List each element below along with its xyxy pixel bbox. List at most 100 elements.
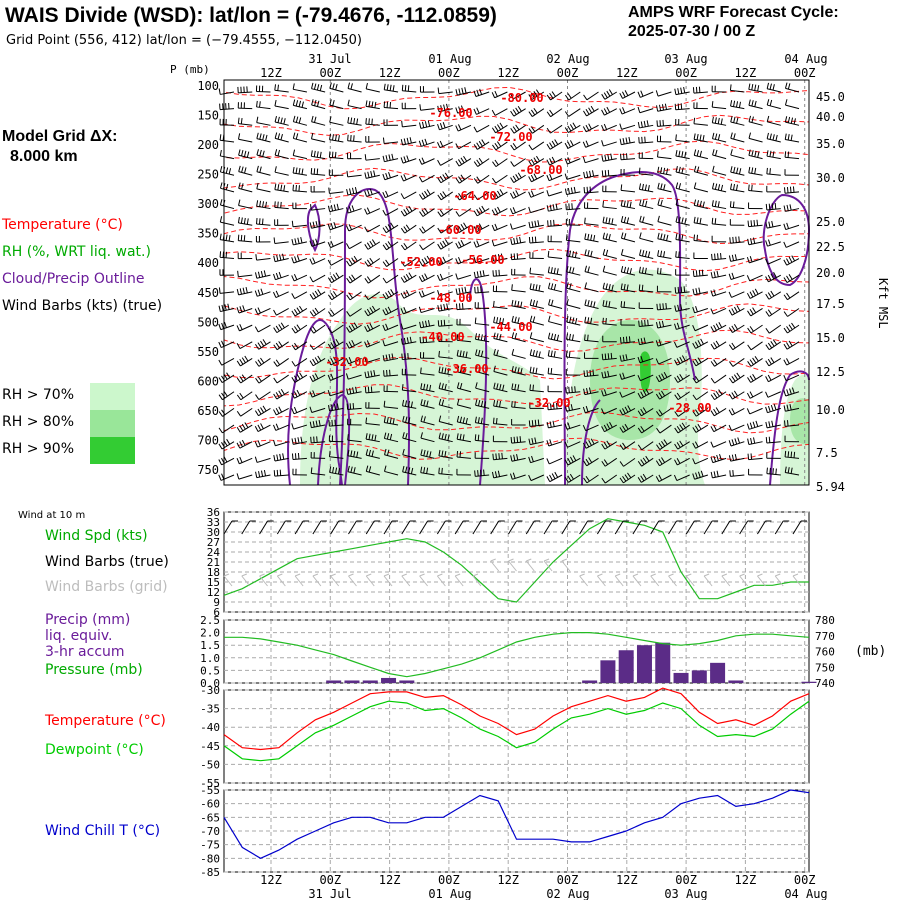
panel-precip-ytick-2: 1.5 [200, 639, 220, 652]
legend-temperature: Temperature (°C) [2, 217, 123, 233]
wind-barb-shaft [585, 407, 599, 414]
wind-barb-flag [265, 201, 267, 208]
wind-barb-flag [276, 254, 279, 262]
wind-barb-flag [473, 144, 478, 150]
wind-barb-grid [330, 573, 340, 587]
panel-precip-ytick-5: 0.0 [200, 677, 220, 690]
wind-barb-flag [349, 188, 352, 195]
wind-barb [437, 172, 453, 184]
wind-barb-shaft [475, 338, 490, 343]
wind-barb-flag [265, 134, 268, 141]
wind-barb [347, 117, 362, 126]
wind-barb-flag [734, 254, 737, 261]
wind-barb-shaft [785, 424, 800, 427]
wind-barb-flag [366, 324, 371, 331]
wind-barb [710, 374, 727, 384]
wind-barb-flag [494, 159, 499, 166]
wind-barb [730, 100, 745, 110]
wind-barb [637, 407, 654, 417]
wind-barb-flag [385, 242, 390, 249]
wind-barb [784, 151, 800, 160]
wind-barb [291, 372, 308, 383]
wind-barb [546, 173, 563, 182]
wind-barb-flag [622, 425, 627, 432]
wind-barb-flag [424, 121, 428, 128]
wind-barb-flag [772, 134, 775, 141]
wind-barb [273, 237, 289, 244]
wind-barb-shaft [512, 208, 526, 215]
wind-barb-flag [753, 437, 756, 444]
wind-barb-flag [622, 336, 625, 343]
wind-barb [493, 382, 508, 393]
wind-barb-flag [424, 207, 429, 214]
temp-contour-3 [223, 167, 810, 191]
wind-barb [329, 82, 344, 93]
wind-barb-shaft [365, 158, 380, 161]
wind-barb-shaft [459, 191, 472, 201]
wind-barb [565, 234, 581, 243]
wind-barb-10m-shaft [472, 520, 482, 535]
wind-barb-flag [297, 237, 300, 244]
wind-barb-flag [477, 349, 481, 356]
wind-barb-flag [748, 132, 752, 139]
wind-barb-grid-flag [668, 573, 674, 577]
wind-barb-flag [528, 191, 532, 198]
forecast-cycle-value: 2025-07-30 / 00 Z [628, 23, 756, 40]
wind-barb-flag [236, 288, 240, 296]
wind-barb-grid [685, 573, 695, 587]
wind-barb-flag [455, 125, 459, 132]
wind-barb-flag [478, 140, 483, 147]
wind-barb-flag [730, 116, 733, 123]
wind-barb-shaft [476, 124, 490, 133]
wind-barb-shaft [365, 422, 380, 426]
wind-barb-flag [426, 189, 431, 195]
wind-barb [419, 352, 435, 359]
wind-barb [673, 341, 690, 348]
wind-barb-shaft [220, 256, 235, 260]
wind-barb [728, 424, 745, 432]
wind-barb [584, 265, 599, 276]
wind-barb-shaft [713, 308, 727, 315]
wind-barb-flag [531, 420, 534, 427]
wind-barb [674, 355, 690, 366]
wind-barb-shaft [786, 258, 800, 266]
wind-barb-flag [368, 433, 371, 440]
wind-barb-10m-shaft [543, 520, 553, 535]
wind-barb-flag [496, 400, 499, 407]
wind-barb [546, 91, 563, 101]
wind-barb-flag [607, 353, 610, 360]
temp-contour-label-12: -32.00 [325, 355, 368, 369]
wind-barb [675, 150, 690, 160]
wind-barb-grid [436, 573, 446, 587]
wind-barb-flag [277, 149, 281, 156]
wind-barb-shaft [365, 123, 380, 126]
windchill-line [223, 789, 810, 859]
wind-barb-flag [786, 420, 789, 427]
wind-barb [474, 452, 490, 459]
wind-barb-flag [720, 252, 722, 260]
wind-barb-shaft [786, 341, 800, 350]
wind-barb-flag [550, 333, 554, 340]
wind-barb-shaft [712, 474, 727, 479]
wind-barb [674, 422, 690, 434]
wind-barb-flag [769, 150, 772, 157]
wind-barb [783, 274, 800, 284]
wind-barb-flag [602, 317, 604, 324]
wind-barb-flag [564, 142, 569, 149]
wind-barb-flag [657, 151, 659, 158]
wind-barb [655, 357, 672, 365]
wind-barb-flag [637, 392, 642, 399]
wind-barb-flag [245, 286, 248, 294]
wind-barb [347, 434, 362, 443]
wind-barb-flag [293, 375, 298, 382]
wind-barb [528, 173, 545, 183]
wind-barb-flag [296, 255, 300, 262]
wind-barb [274, 183, 289, 193]
wind-barb-shaft [713, 424, 727, 433]
wind-barb-shaft [349, 291, 362, 301]
wind-barb [420, 383, 435, 393]
wind-barb-flag [775, 134, 778, 141]
wind-barb-flag [642, 473, 647, 480]
wind-barb-flag [692, 342, 696, 349]
wind-barb-flag [748, 184, 750, 191]
